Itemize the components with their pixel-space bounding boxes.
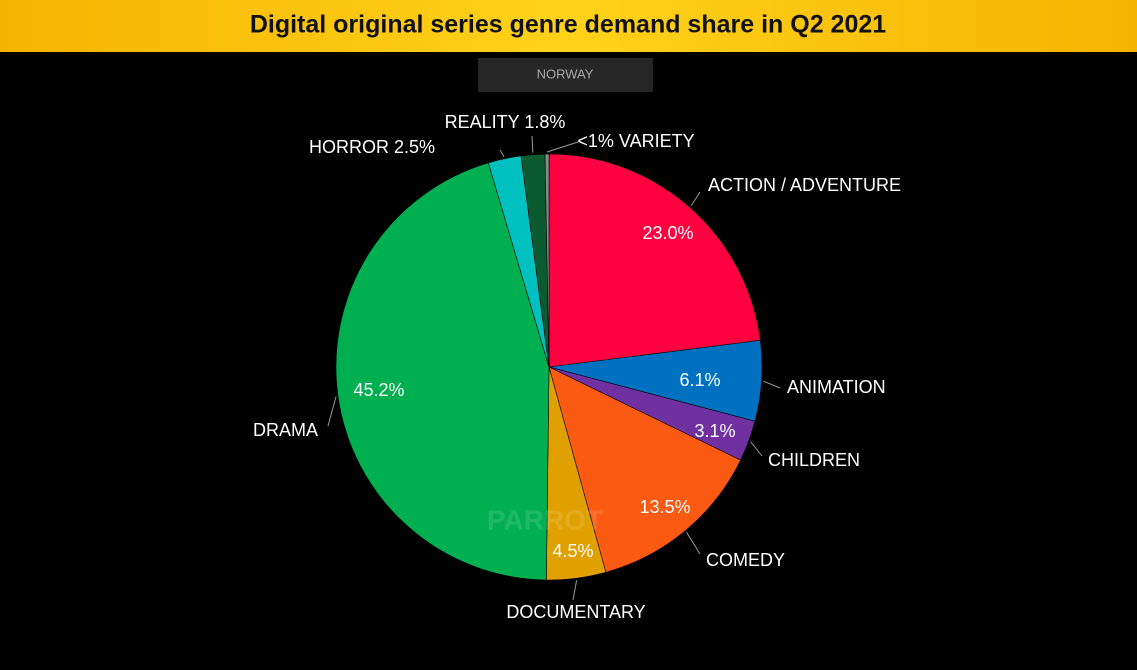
category-name: HORROR bbox=[309, 137, 389, 157]
category-label: HORROR 2.5% bbox=[309, 137, 435, 157]
leader-line bbox=[499, 149, 505, 158]
leader-line bbox=[750, 441, 763, 457]
category-name: CHILDREN bbox=[768, 450, 860, 470]
category-label: ANIMATION bbox=[787, 377, 886, 397]
value-label: 23.0% bbox=[642, 223, 693, 243]
watermark: PARROT bbox=[487, 504, 603, 535]
value-label: 3.1% bbox=[694, 421, 735, 441]
value-label: 2.5% bbox=[394, 137, 435, 157]
pie-slice bbox=[335, 162, 550, 581]
category-label: DOCUMENTARY bbox=[506, 602, 645, 622]
category-label: <1% VARIETY bbox=[577, 131, 694, 151]
pie-slice bbox=[544, 153, 550, 368]
title-bar bbox=[0, 0, 1137, 52]
leader-line bbox=[531, 135, 534, 153]
leader-line bbox=[763, 380, 781, 389]
pie-slice bbox=[548, 153, 761, 368]
value-label: 4.5% bbox=[552, 541, 593, 561]
value-label: 45.2% bbox=[353, 380, 404, 400]
value-label: 1.8% bbox=[524, 112, 565, 132]
subtitle: NORWAY bbox=[537, 66, 594, 81]
value-label: 13.5% bbox=[639, 497, 690, 517]
pie-slice bbox=[548, 366, 741, 573]
category-name: VARIETY bbox=[619, 131, 695, 151]
value-label: 6.1% bbox=[679, 370, 720, 390]
chart-title: Digital original series genre demand sha… bbox=[250, 11, 886, 39]
category-label: COMEDY bbox=[706, 550, 785, 570]
leader-line bbox=[572, 580, 578, 601]
leader-line bbox=[690, 191, 701, 206]
category-name: REALITY bbox=[445, 112, 520, 132]
category-label: REALITY 1.8% bbox=[445, 112, 566, 132]
category-label: ACTION / ADVENTURE bbox=[708, 175, 901, 195]
category-name: COMEDY bbox=[706, 550, 785, 570]
category-name: DRAMA bbox=[253, 420, 318, 440]
subtitle-box bbox=[478, 58, 653, 92]
category-label: CHILDREN bbox=[768, 450, 860, 470]
leader-line bbox=[546, 141, 579, 153]
category-name: ANIMATION bbox=[787, 377, 886, 397]
category-label: DRAMA bbox=[253, 420, 318, 440]
value-label: <1% bbox=[577, 131, 614, 151]
leader-line bbox=[686, 531, 701, 555]
category-name: DOCUMENTARY bbox=[506, 602, 645, 622]
pie: ACTION / ADVENTURE 23.0% ANIMATION 6.1% CHIL… bbox=[253, 112, 901, 622]
leader-line bbox=[327, 396, 337, 427]
category-name: ACTION / ADVENTURE bbox=[708, 175, 901, 195]
